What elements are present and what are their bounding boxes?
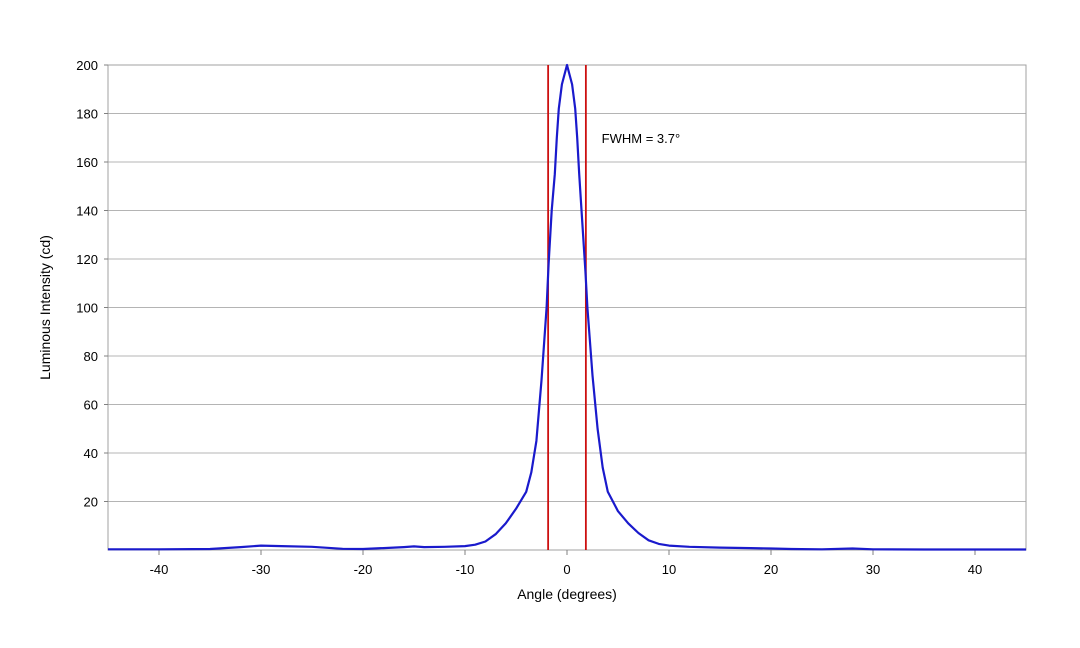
x-axis-title: Angle (degrees) <box>517 586 617 602</box>
x-tick-label: 20 <box>764 562 778 577</box>
y-tick-label: 20 <box>84 495 98 510</box>
y-tick-label: 100 <box>76 301 98 316</box>
x-tick-label: 30 <box>866 562 880 577</box>
series-line <box>108 63 1026 551</box>
fwhm-lines <box>547 65 587 550</box>
y-axis-ticks: 20 40 60 80 100 120 140 160 180 200 <box>76 58 108 510</box>
x-tick-label: -20 <box>354 562 373 577</box>
x-tick-label: -40 <box>150 562 169 577</box>
y-tick-label: 140 <box>76 204 98 219</box>
x-tick-label: -10 <box>456 562 475 577</box>
y-axis-title: Luminous Intensity (cd) <box>37 235 53 380</box>
x-tick-label: 40 <box>968 562 982 577</box>
y-tick-label: 200 <box>76 58 98 73</box>
y-tick-label: 60 <box>84 398 98 413</box>
x-tick-label: 0 <box>563 562 570 577</box>
y-tick-label: 120 <box>76 252 98 267</box>
y-tick-label: 160 <box>76 155 98 170</box>
x-axis-ticks: -40 -30 -20 -10 0 10 20 30 40 <box>150 550 982 577</box>
fwhm-annotation: FWHM = 3.7° <box>602 131 681 146</box>
y-tick-label: 180 <box>76 107 98 122</box>
y-tick-label: 80 <box>84 349 98 364</box>
x-tick-label: -30 <box>252 562 271 577</box>
y-tick-label: 40 <box>84 446 98 461</box>
gridlines <box>108 64 1026 502</box>
x-tick-label: 10 <box>662 562 676 577</box>
